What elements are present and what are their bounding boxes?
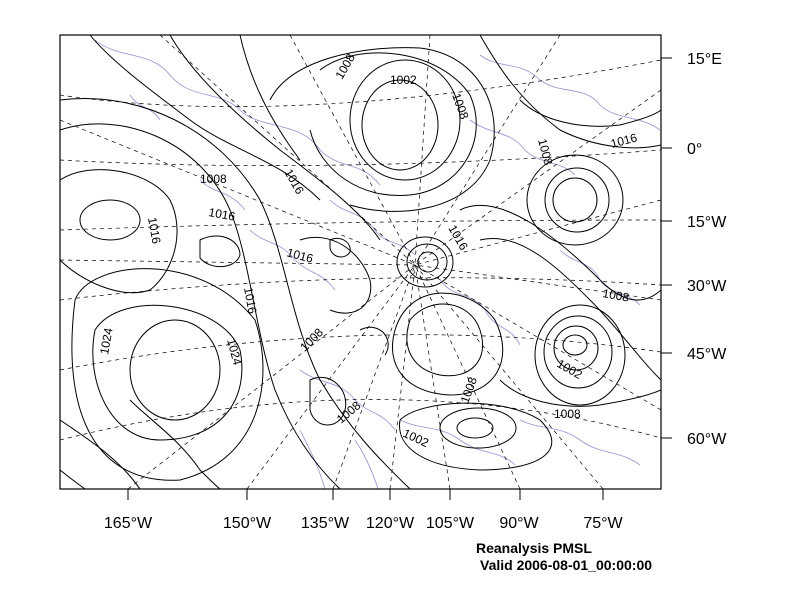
contour-label: 1016 — [207, 205, 236, 223]
lat-label: 15°E — [687, 51, 722, 68]
lat-label: 0° — [687, 141, 702, 158]
lon-label: 90°W — [499, 515, 539, 532]
contour-label: 1016 — [241, 286, 259, 315]
contour-label: 1016 — [445, 223, 471, 253]
contour-label: 1008 — [297, 325, 326, 354]
lon-label: 75°W — [583, 515, 623, 532]
contour-label: 1016 — [285, 245, 315, 266]
caption-title: Reanalysis PMSL — [476, 540, 592, 556]
lat-label: 60°W — [687, 431, 727, 448]
caption-valid-time: Valid 2006-08-01_00:00:00 — [480, 557, 653, 573]
contour-label: 1008 — [554, 407, 581, 421]
right-axis — [661, 57, 672, 439]
lat-label: 15°W — [687, 214, 727, 231]
bottom-axis — [127, 489, 604, 500]
coastlines — [94, 39, 661, 489]
contour-label: 1008 — [200, 172, 227, 186]
lon-label: 135°W — [301, 515, 350, 532]
lon-label: 150°W — [223, 515, 272, 532]
contour-label: 1016 — [609, 130, 639, 151]
graticule — [60, 35, 661, 489]
right-axis-labels: 15°E 0° 15°W 30°W 45°W 60°W — [687, 51, 727, 448]
lon-label: 120°W — [366, 515, 415, 532]
lat-label: 30°W — [687, 278, 727, 295]
contour-label: 1002 — [390, 73, 417, 87]
lon-label: 165°W — [104, 515, 153, 532]
contour-label: 1016 — [281, 167, 307, 197]
contour-label: 1008 — [601, 286, 630, 304]
contour-label: 1002 — [401, 426, 431, 450]
lon-label: 105°W — [426, 515, 475, 532]
contour-label: 1002 — [555, 356, 585, 382]
map-frame — [59, 34, 662, 490]
lat-label: 45°W — [687, 346, 727, 363]
contour-label: 1024 — [97, 326, 115, 355]
contour-label: 1024 — [224, 337, 245, 367]
contour-label: 1008 — [535, 137, 556, 167]
bottom-axis-labels: 165°W 150°W 135°W 120°W 105°W 90°W 75°W — [104, 515, 624, 532]
contour-label: 1008 — [449, 91, 471, 121]
contour-label: 1016 — [145, 216, 163, 245]
isobar-contours — [60, 35, 661, 489]
